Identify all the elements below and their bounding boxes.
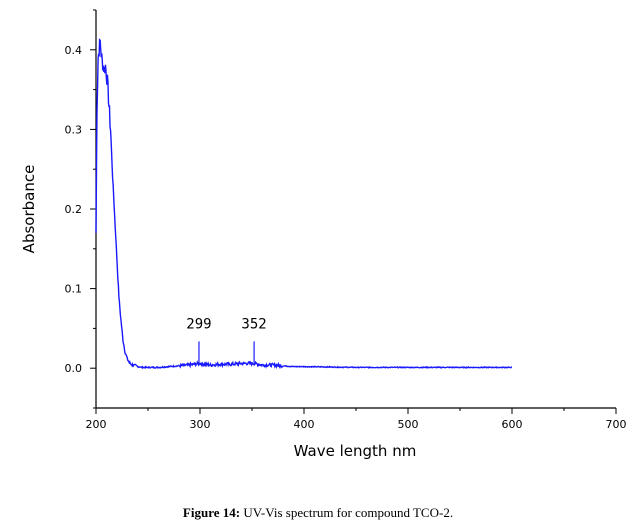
x-tick-label: 600 [502,418,523,431]
x-tick-label: 200 [86,418,107,431]
y-tick-label: 0.1 [65,283,83,296]
caption-prefix: Figure 14: [182,505,241,520]
labels: Wave length nm Absorbance 299 352 [20,165,416,460]
y-tick-label: 0.4 [65,44,83,57]
x-tick-label: 700 [606,418,627,431]
figure-caption: Figure 14: UV-Vis spectrum for compound … [0,505,636,521]
axes [95,10,616,409]
y-axis-title: Absorbance [20,165,38,254]
peak-label: 299 [186,316,211,332]
x-tick-label: 500 [398,418,419,431]
x-axis-title: Wave length nm [294,442,417,460]
y-tick-label: 0.3 [65,123,83,136]
y-tick-label: 0.0 [65,362,83,375]
y-tick-label: 0.2 [65,203,83,216]
ticks: 200 300 400 500 600 700 0.0 0.1 0.2 0.3 0.4 [65,9,627,431]
peak-label: 352 [241,316,266,332]
spectrum-line [95,38,513,370]
x-tick-label: 400 [294,418,315,431]
plot-area [95,38,513,370]
x-tick-label: 300 [190,418,211,431]
caption-text: UV-Vis spectrum for compound TCO-2. [240,505,454,520]
